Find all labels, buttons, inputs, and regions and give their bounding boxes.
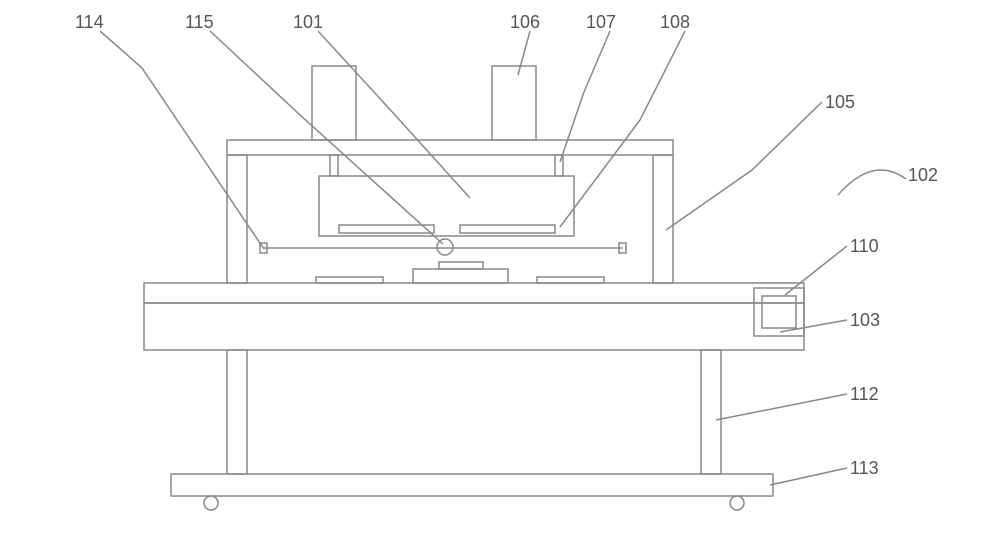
label-105: 105 [825,92,855,113]
label-107: 107 [586,12,616,33]
label-112: 112 [850,384,879,405]
label-110: 110 [850,236,879,257]
label-102: 102 [908,165,938,186]
label-106: 106 [510,12,540,33]
label-101: 101 [293,12,323,33]
label-103: 103 [850,310,880,331]
label-114: 114 [75,12,104,33]
label-115: 115 [185,12,214,33]
label-113: 113 [850,458,879,479]
label-108: 108 [660,12,690,33]
